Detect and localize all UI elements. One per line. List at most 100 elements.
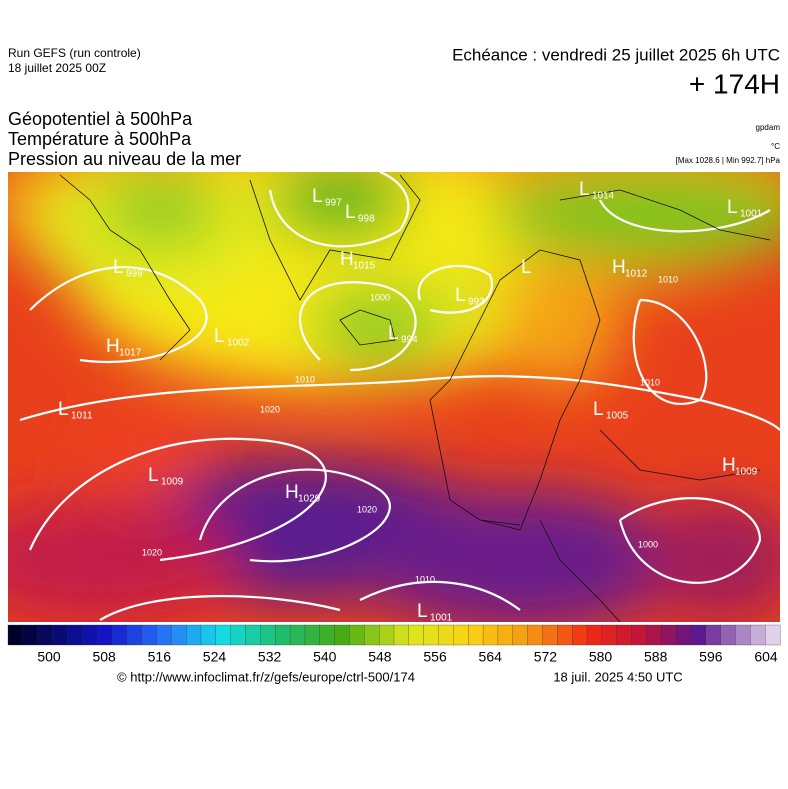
colorbar-tick-label: 572 — [534, 649, 558, 665]
center-symbol: L — [579, 179, 590, 200]
color-swatch — [364, 624, 380, 646]
color-swatch — [126, 624, 143, 646]
color-swatch — [349, 624, 365, 646]
color-swatch — [96, 624, 113, 646]
issued: 18 juil. 2025 4:50 UTC — [553, 669, 682, 684]
colorbar-tick-label: 588 — [644, 649, 668, 665]
color-swatch — [111, 624, 128, 646]
center-value: 1001 — [430, 613, 453, 624]
isobar-label: 1010 — [415, 574, 435, 584]
color-swatch — [319, 624, 336, 646]
unit: gpdam — [756, 123, 781, 132]
color-swatch — [512, 624, 529, 646]
map — [8, 172, 780, 622]
isobar-label: 1020 — [357, 504, 377, 514]
run: Run GEFS (run controle) — [8, 46, 141, 60]
colorbar-tick-label: 556 — [423, 649, 447, 665]
color-swatch — [572, 624, 588, 646]
color-swatch — [230, 624, 246, 646]
center-symbol: L — [521, 257, 532, 278]
isobar-label: 1020 — [260, 404, 280, 414]
center-symbol: L — [727, 197, 738, 218]
center-symbol: L — [593, 399, 604, 420]
color-swatch — [37, 624, 53, 646]
color-swatch — [631, 624, 647, 646]
colorbar-tick-label: 548 — [368, 649, 392, 665]
color-swatch — [67, 624, 83, 646]
colorbar-tick-label: 524 — [203, 649, 227, 665]
colorbar-tick-label: 516 — [148, 649, 172, 665]
lead-time: + 174H — [689, 68, 780, 99]
color-swatch — [557, 624, 573, 646]
color-swatch — [497, 624, 514, 646]
color-swatch — [438, 624, 454, 646]
center-value: 999 — [126, 269, 143, 280]
isobar-label: 1000 — [370, 292, 390, 302]
color-swatch — [200, 624, 217, 646]
color-swatch — [720, 624, 736, 646]
color-swatch — [289, 624, 306, 646]
color-swatch — [482, 624, 499, 646]
isobar-label: 1000 — [638, 539, 658, 549]
color-swatch — [304, 624, 321, 646]
color-swatch — [616, 624, 632, 646]
color-swatch — [22, 624, 39, 646]
isobar-label: 1010 — [640, 377, 660, 387]
run-date: 18 juillet 2025 00Z — [8, 61, 106, 75]
color-swatch — [468, 624, 484, 646]
colorbar-tick-label: 596 — [699, 649, 723, 665]
center-value: 1009 — [735, 467, 758, 478]
center-symbol: H — [612, 257, 626, 278]
center-symbol: L — [417, 601, 428, 622]
center-value: 1012 — [625, 269, 648, 280]
color-swatch — [275, 624, 291, 646]
field: Température à 500hPa — [8, 129, 192, 149]
color-swatch — [7, 624, 24, 646]
center-symbol: L — [148, 465, 159, 486]
color-swatch — [379, 624, 395, 646]
color-swatch — [690, 624, 707, 646]
center-symbol: L — [58, 399, 69, 420]
valid-time: Echéance : vendredi 25 juillet 2025 6h U… — [452, 45, 780, 64]
colorbar-tick-label: 540 — [313, 649, 337, 665]
color-swatch — [260, 624, 276, 646]
center-value: 1001 — [740, 209, 763, 220]
center-value: 1014 — [592, 191, 615, 202]
unit: [Max 1028.6 | Min 992.7] hPa — [676, 156, 781, 165]
color-swatch — [156, 624, 172, 646]
color-swatch — [453, 624, 469, 646]
colorbar-tick-label: 508 — [92, 649, 116, 665]
color-swatch — [750, 624, 766, 646]
color-swatch — [334, 624, 350, 646]
center-value: 1017 — [119, 348, 142, 359]
center-symbol: L — [312, 186, 323, 207]
color-swatch — [542, 624, 558, 646]
center-symbol: H — [285, 482, 299, 503]
center-symbol: L — [455, 285, 466, 306]
color-swatch — [215, 624, 232, 646]
center-value: 1015 — [353, 261, 376, 272]
color-swatch — [245, 624, 261, 646]
field: Géopotentiel à 500hPa — [8, 109, 193, 129]
color-swatch — [601, 624, 618, 646]
colorbar-tick-label: 580 — [589, 649, 613, 665]
color-swatch — [82, 624, 98, 646]
color-swatch — [186, 624, 202, 646]
center-symbol: L — [388, 323, 399, 344]
center-value: 1009 — [161, 477, 184, 488]
center-value: 1029 — [298, 494, 321, 505]
colorbar-tick-label: 532 — [258, 649, 282, 665]
color-swatch — [527, 624, 543, 646]
center-symbol: L — [113, 257, 124, 278]
colorbar-tick-label: 564 — [479, 649, 503, 665]
color-swatch — [646, 624, 662, 646]
color-swatch — [705, 624, 722, 646]
center-value: 1002 — [227, 338, 250, 349]
color-swatch — [171, 624, 187, 646]
color-swatch — [393, 624, 410, 646]
color-swatch — [661, 624, 677, 646]
color-swatch — [765, 624, 781, 646]
color-swatch — [52, 624, 68, 646]
center-symbol: L — [345, 202, 356, 223]
